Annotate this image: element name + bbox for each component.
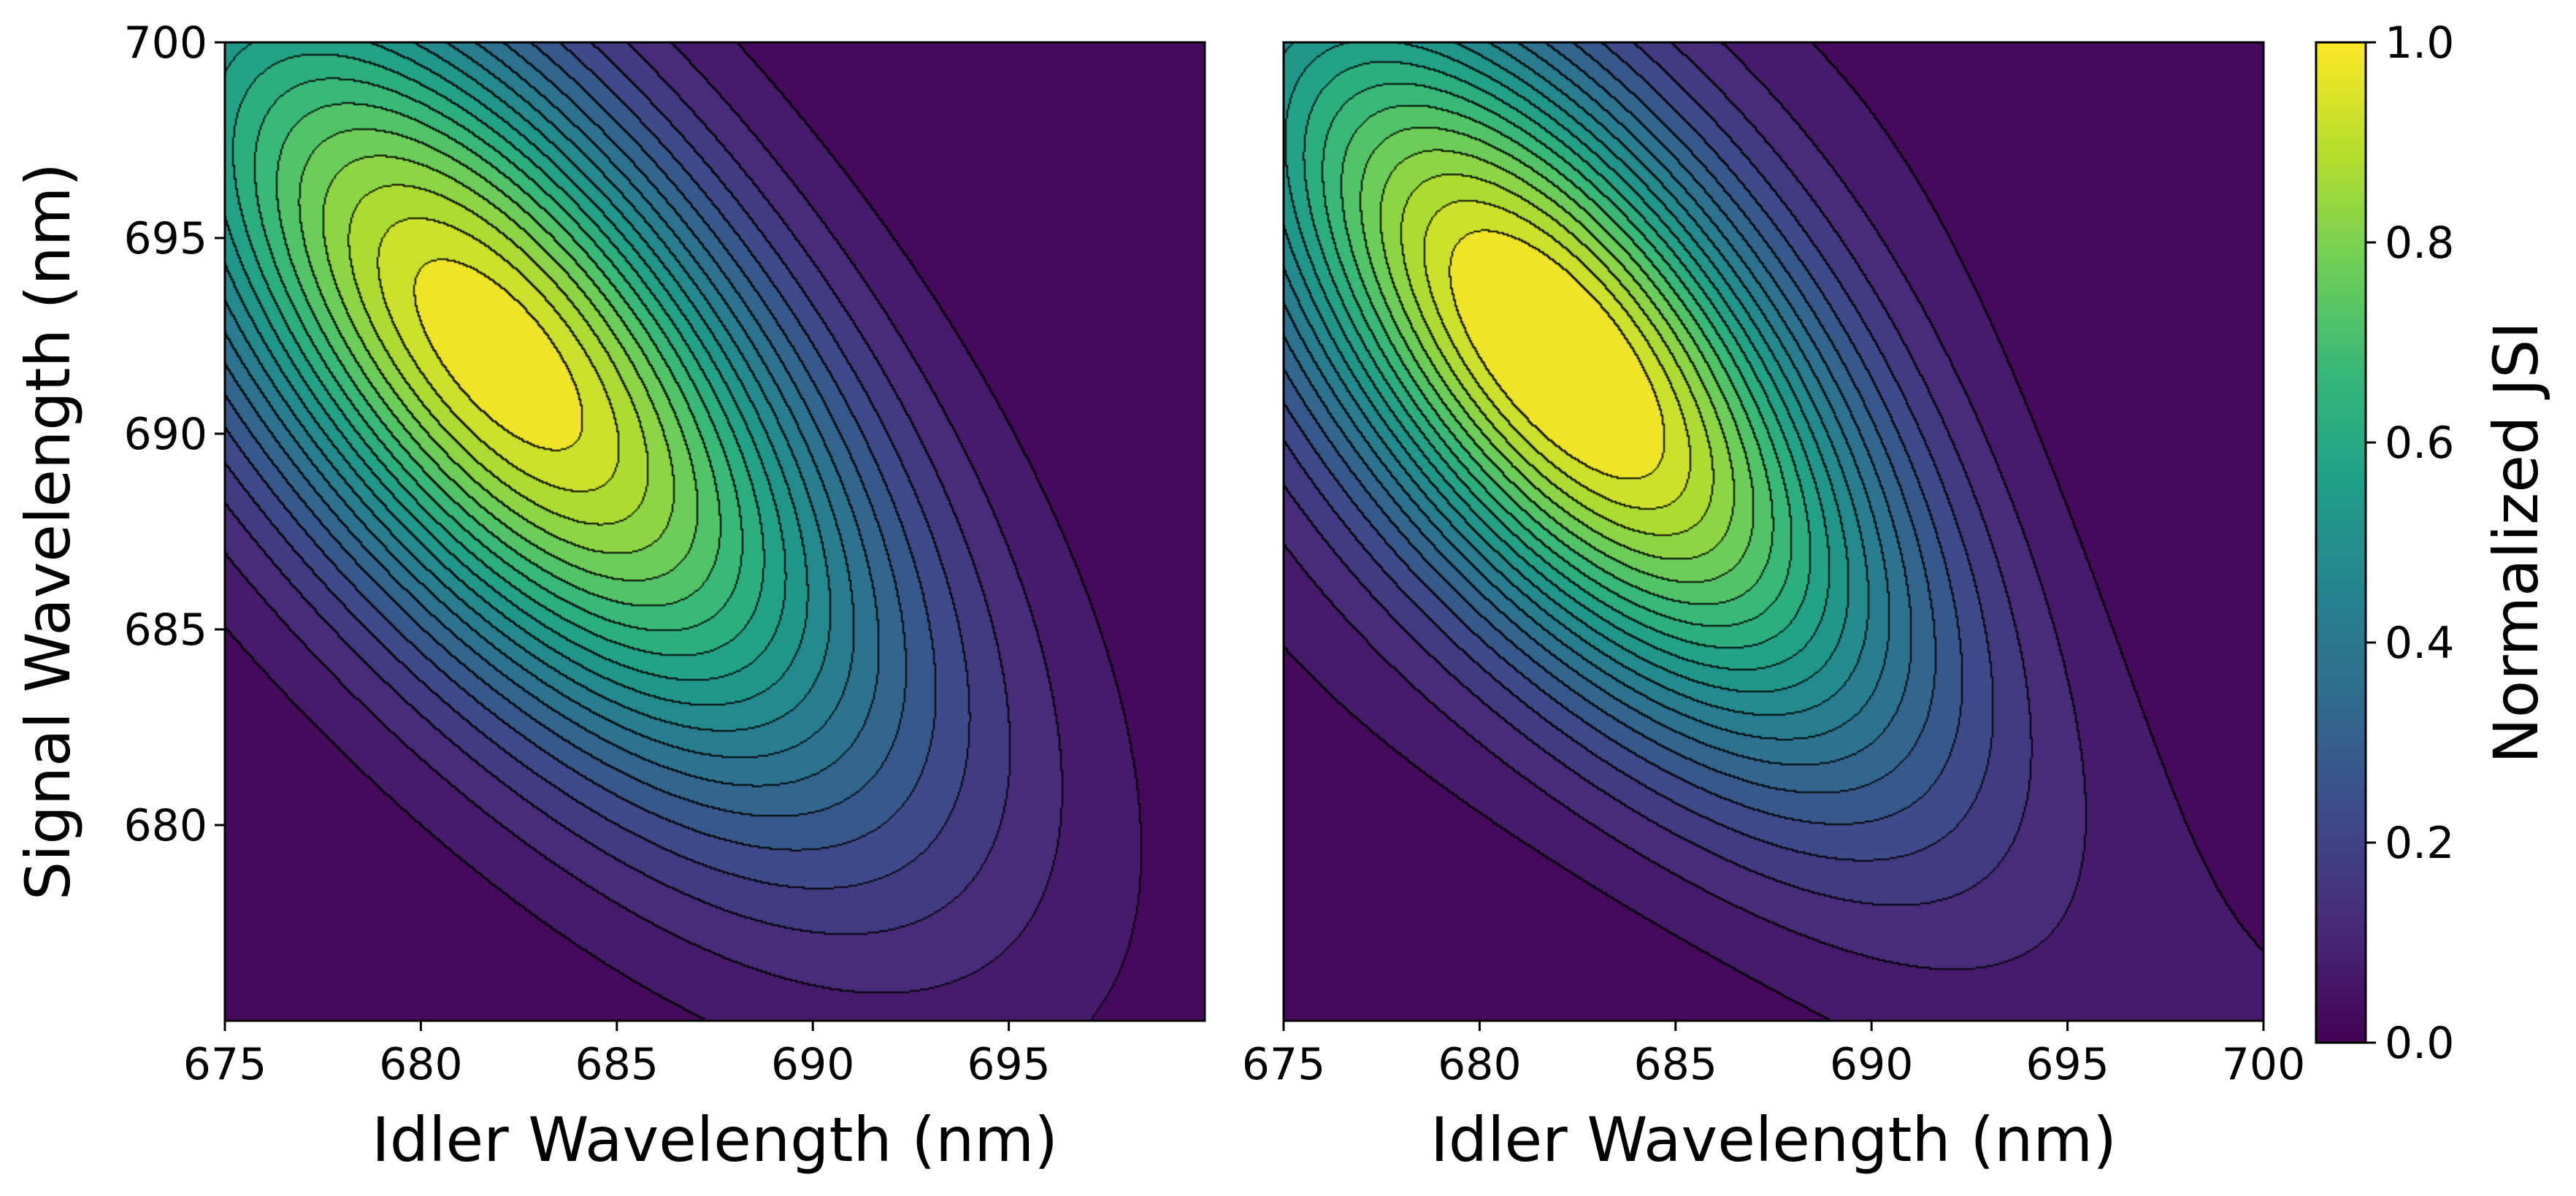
right-plot-frame	[1282, 41, 2265, 1022]
colorbar-frame	[2315, 41, 2367, 1044]
right-x-tick-label-690: 690	[1830, 1039, 1914, 1090]
left-x-tick-label-680: 680	[379, 1039, 463, 1090]
left-y-tick-label-695: 695	[123, 213, 207, 264]
colorbar-tick-label-0.0: 0.0	[2385, 1018, 2454, 1069]
colorbar-gradient	[2316, 42, 2366, 1043]
right-x-tick-label-685: 685	[1634, 1039, 1718, 1090]
left-y-axis-label: Signal Wavelength (nm)	[12, 163, 84, 900]
left-y-tick-label-685: 685	[123, 605, 207, 656]
colorbar-tick-label-1.0: 1.0	[2385, 18, 2454, 69]
left-x-axis-label: Idler Wavelength (nm)	[372, 1104, 1058, 1176]
left-x-tick-label-690: 690	[771, 1039, 855, 1090]
left-x-axis: 675 680 685 690 695	[183, 1021, 1051, 1090]
left-x-tick-label-685: 685	[575, 1039, 659, 1090]
colorbar: 0.0 0.2 0.4 0.6 0.8 1.0 Normalized JSI	[2315, 18, 2552, 1069]
left-y-tick-label-700: 700	[123, 18, 207, 69]
colorbar-tick-label-0.8: 0.8	[2385, 218, 2454, 269]
right-x-tick-label-700: 700	[2222, 1039, 2306, 1090]
colorbar-label: Normalized JSI	[2480, 321, 2552, 764]
colorbar-tick-label-0.2: 0.2	[2385, 818, 2454, 869]
right-heatmap	[1284, 42, 2263, 1021]
left-panel: 675 680 685 690 695 680 685 690 695 700 Idler Wa…	[12, 18, 1206, 1176]
right-x-tick-label-695: 695	[2025, 1039, 2109, 1090]
colorbar-tick-label-0.4: 0.4	[2385, 618, 2454, 669]
right-x-tick-label-675: 675	[1242, 1039, 1326, 1090]
left-x-tick-label-695: 695	[967, 1039, 1051, 1090]
right-panel: 675 680 685 690 695 700 Idler Wavelength (nm)	[1242, 41, 2306, 1176]
left-y-tick-label-690: 690	[123, 409, 207, 460]
right-x-axis: 675 680 685 690 695 700	[1242, 1021, 2306, 1090]
left-plot-frame	[223, 41, 1206, 1022]
colorbar-tick-label-0.6: 0.6	[2385, 418, 2454, 469]
right-x-tick-label-680: 680	[1438, 1039, 1522, 1090]
right-heatmap-canvas	[1284, 42, 2263, 1021]
left-x-tick-label-675: 675	[183, 1039, 267, 1090]
colorbar-ticks: 0.0 0.2 0.4 0.6 0.8 1.0	[2366, 18, 2454, 1069]
right-x-axis-label: Idler Wavelength (nm)	[1430, 1104, 2117, 1176]
left-y-tick-label-680: 680	[123, 800, 207, 851]
left-y-axis: 680 685 690 695 700	[123, 18, 225, 851]
left-heatmap-canvas	[225, 42, 1205, 1021]
left-heatmap	[225, 42, 1205, 1021]
